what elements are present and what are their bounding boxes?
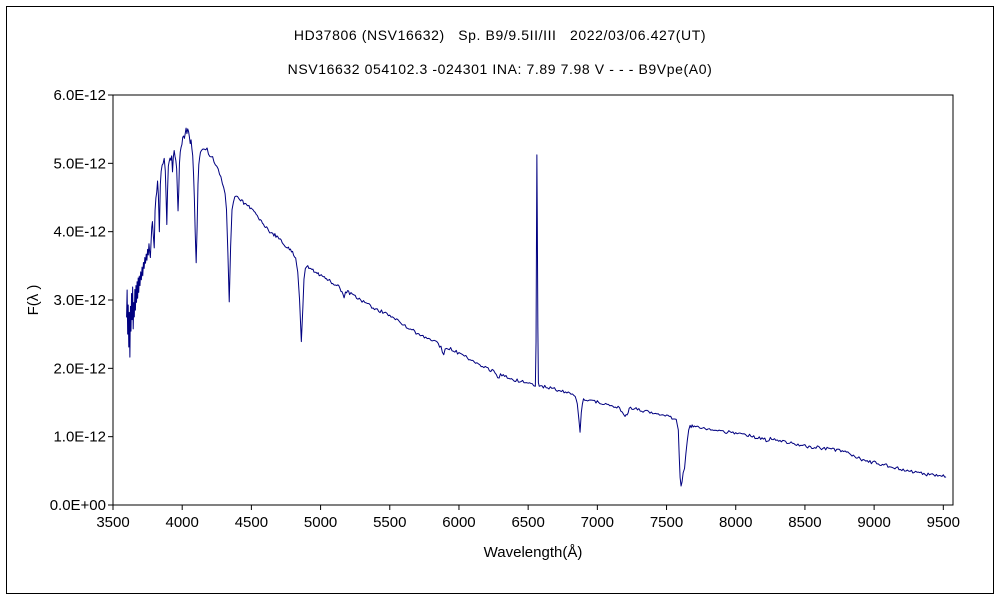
x-tick-label: 9500 (927, 514, 960, 531)
y-tick-label: 4.0E-12 (53, 224, 106, 241)
x-tick-label: 8000 (719, 514, 752, 531)
y-tick-label: 6.0E-12 (53, 87, 106, 104)
chart-title: HD37806 (NSV16632) Sp. B9/9.5II/III 2022… (293, 27, 707, 43)
y-tick-label: 0.0E+00 (50, 497, 106, 514)
x-tick-label: 7000 (581, 514, 614, 531)
x-tick-label: 6500 (511, 514, 544, 531)
x-tick-label: 4500 (235, 514, 268, 531)
y-tick-label: 5.0E-12 (53, 155, 106, 172)
outer-frame (6, 6, 994, 594)
y-tick-label: 2.0E-12 (53, 360, 106, 377)
x-tick-label: 5000 (304, 514, 337, 531)
plot-border (112, 94, 954, 506)
x-tick-label: 7500 (650, 514, 683, 531)
x-tick-label: 4000 (166, 514, 199, 531)
spectrum-line (126, 127, 947, 487)
x-tick-label: 8500 (788, 514, 821, 531)
chart-subtitle: NSV16632 054102.3 -024301 INA: 7.89 7.98… (287, 61, 713, 77)
x-tick-label: 5500 (373, 514, 406, 531)
x-tick-label: 3500 (96, 514, 129, 531)
x-tick-label: 6000 (442, 514, 475, 531)
x-tick-label: 9000 (857, 514, 890, 531)
y-axis-title: F(λ ) (25, 285, 42, 316)
x-axis-title: Wavelength(Å) (484, 544, 583, 561)
y-tick-label: 1.0E-12 (53, 429, 106, 446)
y-tick-label: 3.0E-12 (53, 292, 106, 309)
